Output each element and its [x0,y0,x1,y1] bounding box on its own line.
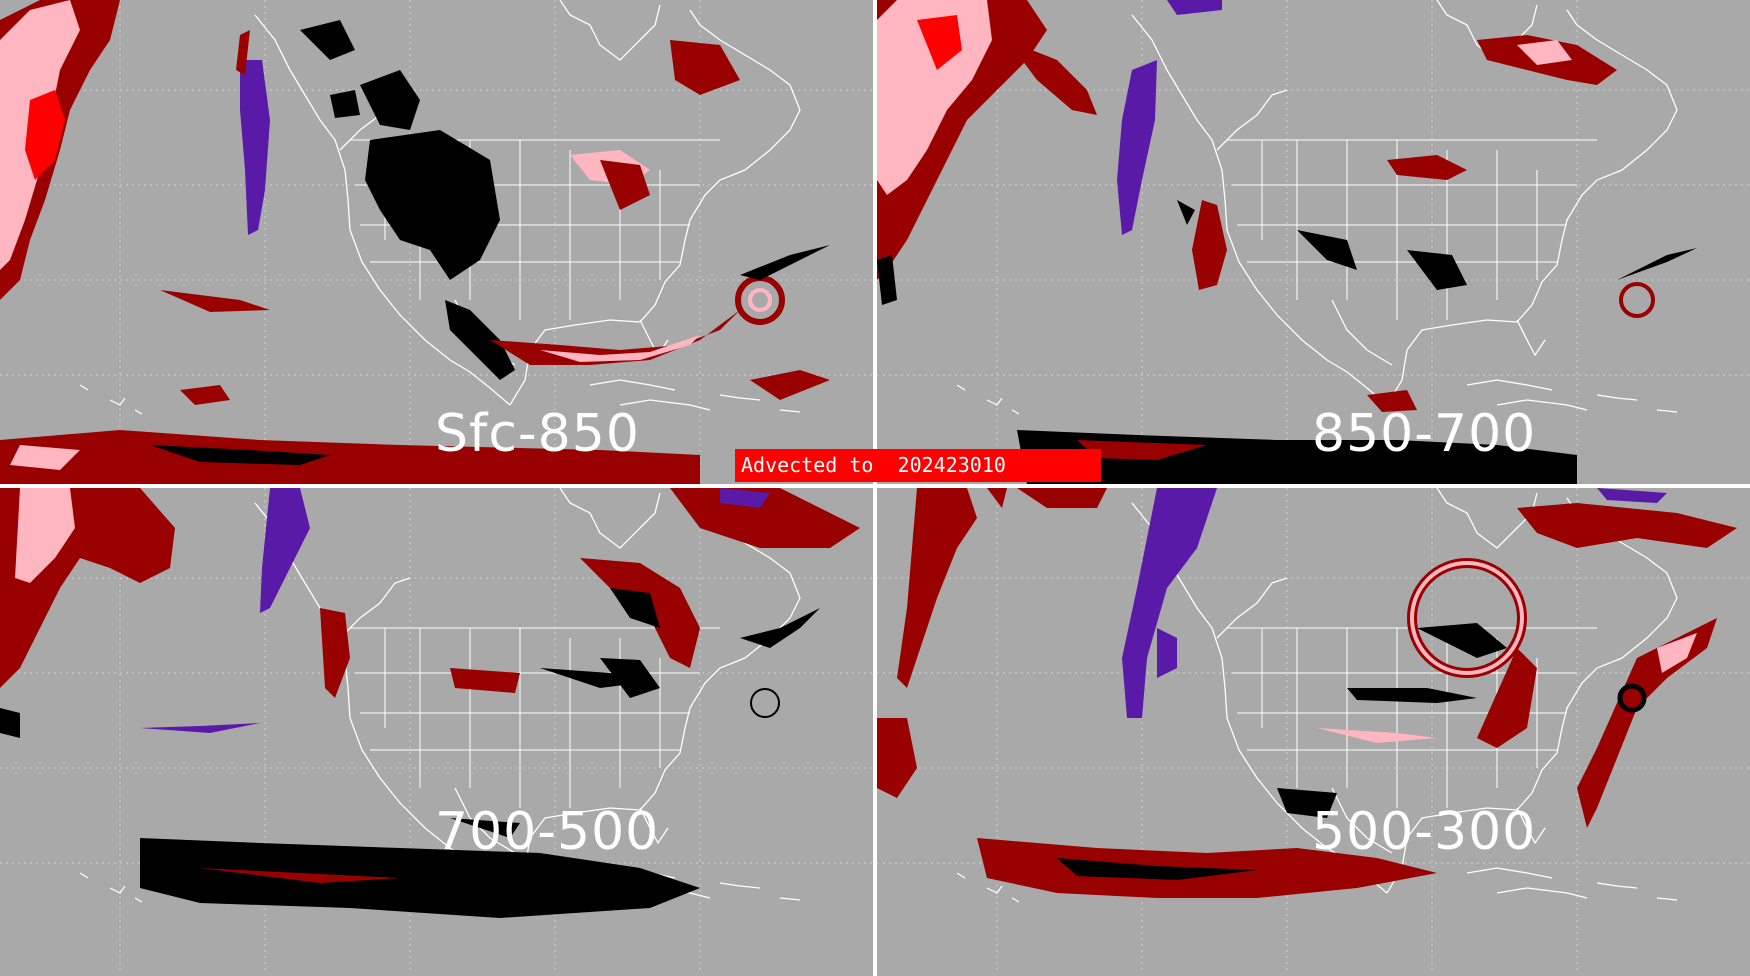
map-sfc-850 [0,0,873,484]
map-500-300 [877,488,1750,972]
map-850-700 [877,0,1750,484]
layer-label-850-700: 850-700 [1312,404,1537,464]
panel-divider-vertical [873,0,877,976]
trajectory-overlays [877,488,1737,898]
map-panel-500-300: 500-300 [877,488,1750,972]
layer-label-700-500: 700-500 [435,802,660,862]
map-panel-sfc-850: Sfc-850 [0,0,873,484]
layer-label-sfc-850: Sfc-850 [435,404,640,464]
trajectory-overlays [0,488,860,918]
advection-time-banner: Advected to 202423010 [735,449,1101,482]
map-panel-700-500: 700-500 [0,488,873,972]
layer-label-500-300: 500-300 [1312,802,1537,862]
trajectory-overlays [0,0,830,484]
trajectory-overlays [877,0,1697,484]
map-panel-850-700: 850-700 [877,0,1750,484]
panel-divider-horizontal [0,484,1750,488]
map-700-500 [0,488,873,972]
